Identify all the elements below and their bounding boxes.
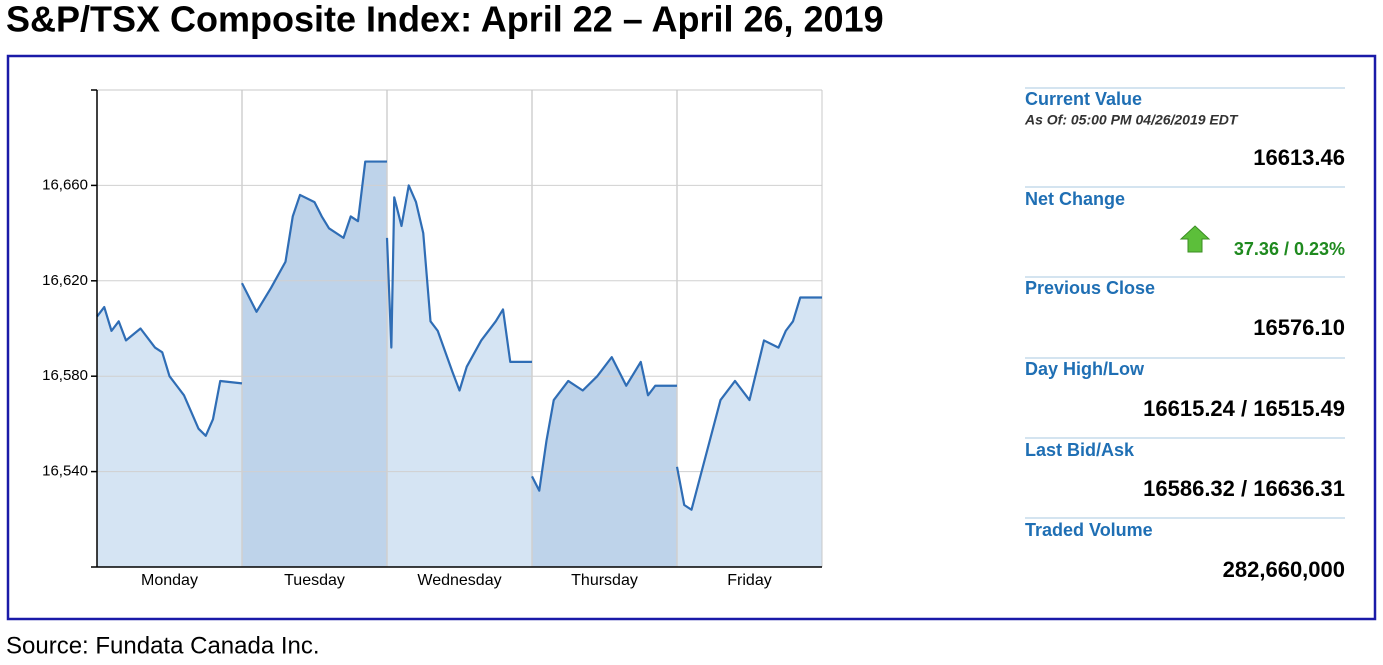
area-fill	[242, 161, 387, 568]
up-arrow-icon	[1179, 225, 1211, 253]
area-fill	[97, 307, 242, 567]
area-fill	[532, 357, 677, 567]
line	[241, 160, 387, 313]
panel-label: Day High/Low	[1025, 359, 1145, 379]
panel-label: Previous Close	[1025, 278, 1155, 298]
line	[96, 305, 243, 437]
panel-value: 282,660,000	[1223, 557, 1345, 582]
panel-value: 16615.24 / 16515.49	[1143, 396, 1345, 421]
x-tick-label: Wednesday	[417, 572, 501, 589]
x-tick-label: Monday	[141, 572, 198, 589]
title: S&P/TSX Composite Index: April 22 – Apri…	[6, 0, 884, 40]
panel-value: 37.36 / 0.23%	[1234, 239, 1345, 259]
line	[385, 184, 532, 392]
panel-label: Net Change	[1025, 189, 1125, 209]
panel-value: 16576.10	[1253, 315, 1345, 340]
panel-note: As Of: 05:00 PM 04/26/2019 EDT	[1024, 112, 1239, 128]
source: Source: Fundata Canada Inc.	[6, 632, 320, 659]
x-tick-label: Thursday	[571, 572, 638, 589]
frame	[6, 54, 1377, 621]
y-tick-label: 16,660	[42, 176, 88, 193]
panel-value: 16586.32 / 16636.31	[1143, 476, 1345, 501]
panel-label: Last Bid/Ask	[1025, 440, 1135, 460]
area-fill	[677, 297, 822, 567]
panel-value: 16613.46	[1253, 145, 1345, 170]
x-tick-label: Friday	[727, 572, 771, 589]
line	[675, 296, 822, 511]
panel-label: Traded Volume	[1025, 520, 1153, 540]
line	[531, 356, 677, 492]
y-tick-label: 16,620	[42, 272, 88, 289]
panel-label: Current Value	[1025, 89, 1142, 109]
x-tick-label: Tuesday	[284, 572, 345, 589]
y-tick-label: 16,580	[42, 367, 88, 384]
y-tick-label: 16,540	[42, 463, 88, 480]
